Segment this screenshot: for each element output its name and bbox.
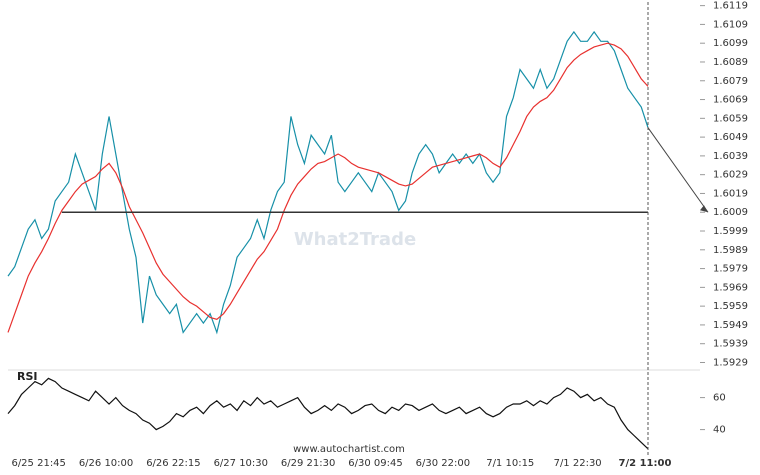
x-tick-label: 6/27 10:30 xyxy=(214,458,268,469)
x-tick-label: 6/25 21:45 xyxy=(11,458,65,469)
y-tick-label: 40 xyxy=(713,425,726,436)
y-tick-label: 1.6009 xyxy=(713,207,748,218)
x-tick-label: 6/29 21:30 xyxy=(281,458,335,469)
x-tick-label: 6/30 22:00 xyxy=(416,458,470,469)
forecast-arrow xyxy=(647,127,709,213)
y-tick-label: 1.6029 xyxy=(713,170,748,181)
series-line xyxy=(7,30,649,335)
y-tick-label: 1.5989 xyxy=(713,245,748,256)
y-tick-label: 1.5969 xyxy=(713,282,748,293)
series-line xyxy=(7,377,649,450)
x-tick-label: 7/2 11:00 xyxy=(619,458,672,469)
y-tick-label: 1.5929 xyxy=(713,357,748,368)
arrow-head xyxy=(700,205,708,213)
x-tick-label: 6/26 22:15 xyxy=(146,458,200,469)
y-tick-label: 1.5979 xyxy=(713,264,748,275)
y-tick-label: 1.5939 xyxy=(713,339,748,350)
x-tick-label: 6/26 10:00 xyxy=(79,458,133,469)
y-tick-label: 1.6099 xyxy=(713,38,748,49)
y-tick-label: 1.6089 xyxy=(713,57,748,68)
y-tick-label: 1.6069 xyxy=(713,95,748,106)
watermark: What2Trade xyxy=(294,229,416,250)
y-tick-label: 1.6039 xyxy=(713,151,748,162)
y-tick-label: 60 xyxy=(713,393,726,404)
x-tick-label: 7/1 10:15 xyxy=(486,458,534,469)
x-tick-label: 6/30 09:45 xyxy=(348,458,402,469)
y-tick-label: 1.6079 xyxy=(713,76,748,87)
series-line xyxy=(7,42,649,333)
y-tick-label: 1.6059 xyxy=(713,113,748,124)
rsi-title: RSI xyxy=(17,370,38,383)
y-tick-label: 1.5999 xyxy=(713,226,748,237)
y-tick-label: 1.6019 xyxy=(713,188,748,199)
y-tick-label: 1.6119 xyxy=(713,1,748,12)
y-tick-label: 1.6049 xyxy=(713,132,748,143)
source: www.autochartist.com xyxy=(293,444,405,455)
y-tick-label: 1.5949 xyxy=(713,320,748,331)
y-tick-label: 1.6109 xyxy=(713,19,748,30)
x-tick-label: 7/1 22:30 xyxy=(554,458,602,469)
y-tick-label: 1.5959 xyxy=(713,301,748,312)
